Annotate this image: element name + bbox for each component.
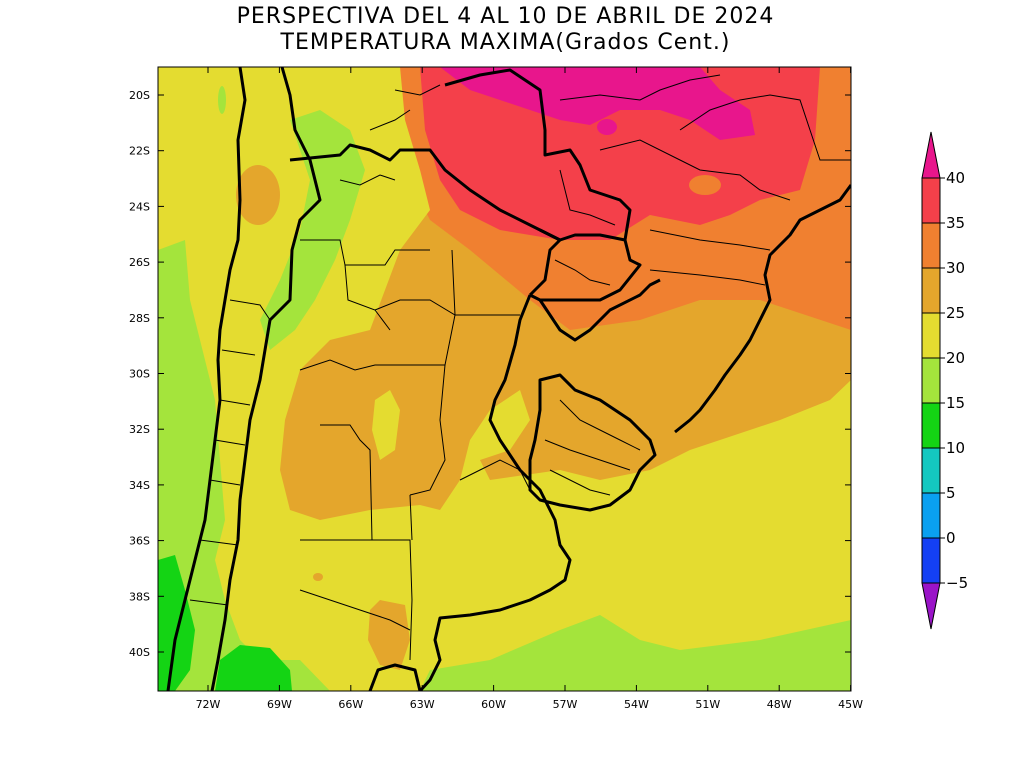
colorbar-label: 35 <box>946 214 965 232</box>
lat-tick-label: 34S <box>129 479 150 492</box>
lon-tick-label: 63W <box>410 698 435 711</box>
map-title-line2: TEMPERATURA MAXIMA(Grados Cent.) <box>280 30 731 55</box>
lon-tick-label: 60W <box>481 698 506 711</box>
brazil-uruguay-border <box>538 278 661 342</box>
map-title-line1: PERSPECTIVA DEL 4 AL 10 DE ABRIL DE 2024 <box>236 4 775 29</box>
lat-tick-label: 38S <box>129 590 150 603</box>
paraguay-border <box>529 228 642 302</box>
lat-tick-label: 24S <box>129 200 150 213</box>
lon-tick-label: 54W <box>624 698 649 711</box>
lightgreen-region-west <box>158 240 330 691</box>
lat-tick-label: 36S <box>129 535 150 548</box>
colorbar-swatch <box>921 177 941 224</box>
colorbar-label: 25 <box>946 304 965 322</box>
temperature-field <box>158 67 851 691</box>
bolivia-border <box>289 143 562 297</box>
colorbar-label: −5 <box>946 574 968 592</box>
pink-spot <box>597 119 617 135</box>
latitude-axis: 20S 22S 24S 26S 28S 30S 32S 34S 36S 38S 40S <box>129 89 851 659</box>
lon-tick-label: 48W <box>767 698 792 711</box>
colorbar-label: 30 <box>946 259 965 277</box>
lightgreen-region-south <box>420 615 851 691</box>
colorbar-cap-top <box>921 131 941 179</box>
lightgreen-region-andes <box>260 110 365 350</box>
bolivia-brazil-border <box>444 68 632 241</box>
orange-spot <box>689 175 721 195</box>
uruguay-outline <box>528 373 657 512</box>
colorbar-label: 40 <box>946 169 965 187</box>
country-borders <box>166 67 851 691</box>
lon-tick-label: 51W <box>695 698 720 711</box>
colorbar-swatch <box>921 402 941 449</box>
colorbar-label: 5 <box>946 484 956 502</box>
green-region-south <box>215 645 292 691</box>
argentina-east-coast <box>418 294 572 691</box>
lon-tick-label: 69W <box>267 698 292 711</box>
colorbar-label: 15 <box>946 394 965 412</box>
pink-region <box>440 67 755 140</box>
colorbar-swatch <box>921 312 941 359</box>
green-region-chile <box>158 555 195 691</box>
lat-tick-label: 28S <box>129 312 150 325</box>
southern-tip-border <box>368 663 422 691</box>
lat-tick-label: 22S <box>129 145 150 158</box>
colorbar-label: 20 <box>946 349 965 367</box>
lon-tick-label: 45W <box>838 698 863 711</box>
amber-spot <box>313 573 323 581</box>
colorbar: 40 35 30 25 20 15 10 5 0 −5 <box>921 131 968 630</box>
brazil-coast <box>674 184 851 434</box>
lat-tick-label: 20S <box>129 89 150 102</box>
longitude-axis: 72W 69W 66W 63W 60W 57W 54W 51W 48W 45W <box>196 67 863 711</box>
map-frame <box>157 66 852 692</box>
lat-tick-label: 30S <box>129 368 150 381</box>
amber-island-south <box>368 600 410 670</box>
lon-tick-label: 57W <box>553 698 578 711</box>
colorbar-swatch <box>921 447 941 494</box>
chile-argentina-border <box>210 67 322 691</box>
colorbar-label: 0 <box>946 529 956 547</box>
lon-tick-label: 72W <box>196 698 221 711</box>
colorbar-swatch <box>921 222 941 269</box>
colorbar-swatch <box>921 357 941 404</box>
lat-tick-label: 26S <box>129 256 150 269</box>
lon-tick-label: 66W <box>338 698 363 711</box>
colorbar-label: 10 <box>946 439 965 457</box>
colorbar-cap-bottom <box>921 582 941 630</box>
lat-tick-label: 40S <box>129 646 150 659</box>
yellow-island-central <box>372 390 400 460</box>
colorbar-swatch <box>921 267 941 314</box>
colorbar-swatch <box>921 492 941 539</box>
lightgreen-spot <box>218 86 226 114</box>
chile-coast <box>166 67 247 691</box>
amber-island-west <box>236 165 280 225</box>
lat-tick-label: 32S <box>129 423 150 436</box>
colorbar-swatch <box>921 537 941 584</box>
